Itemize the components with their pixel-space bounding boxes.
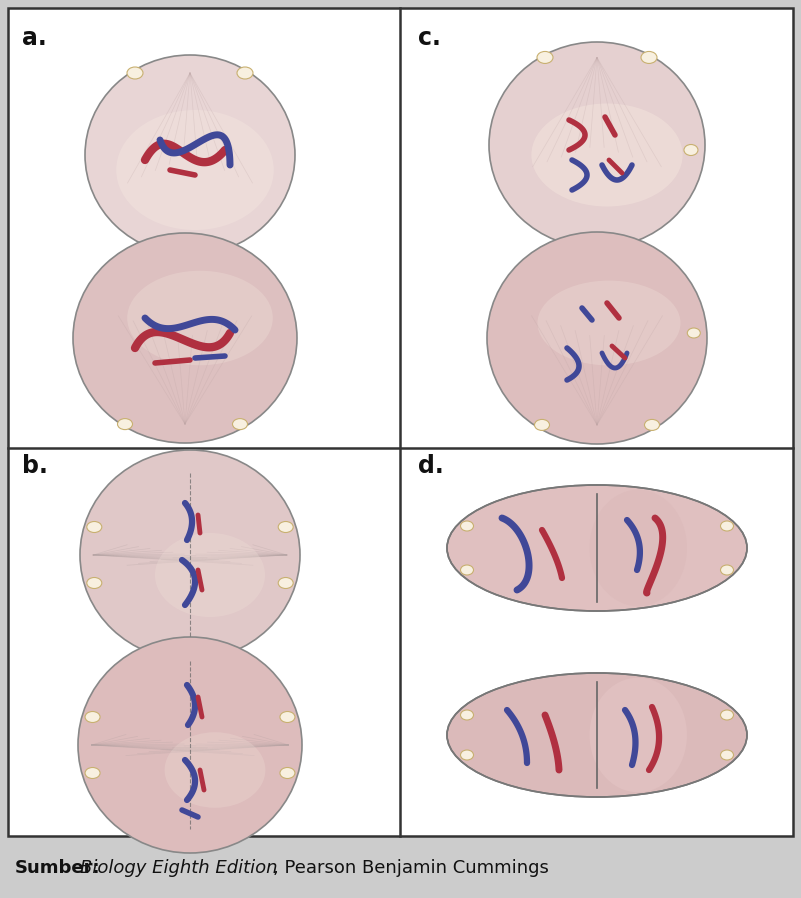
Ellipse shape	[78, 637, 302, 853]
Ellipse shape	[116, 110, 274, 230]
Ellipse shape	[590, 678, 687, 792]
Ellipse shape	[461, 710, 473, 720]
Ellipse shape	[489, 42, 705, 248]
Ellipse shape	[85, 55, 295, 255]
Ellipse shape	[164, 732, 265, 808]
Ellipse shape	[507, 489, 605, 606]
Ellipse shape	[237, 67, 253, 79]
Ellipse shape	[127, 271, 273, 365]
Text: b.: b.	[22, 454, 48, 478]
Ellipse shape	[721, 710, 734, 720]
Ellipse shape	[73, 233, 297, 443]
Ellipse shape	[641, 51, 657, 64]
Ellipse shape	[461, 750, 473, 760]
Ellipse shape	[534, 419, 549, 430]
Ellipse shape	[447, 485, 747, 611]
Ellipse shape	[87, 522, 102, 533]
Ellipse shape	[278, 577, 293, 588]
Ellipse shape	[118, 418, 132, 429]
Ellipse shape	[684, 145, 698, 155]
Text: Sumber:: Sumber:	[15, 859, 101, 877]
Ellipse shape	[85, 768, 100, 779]
Ellipse shape	[280, 768, 295, 779]
Ellipse shape	[447, 673, 747, 797]
Text: Biology Eighth Edition: Biology Eighth Edition	[80, 859, 277, 877]
Ellipse shape	[507, 678, 605, 792]
Ellipse shape	[80, 450, 300, 660]
Ellipse shape	[687, 328, 700, 338]
Ellipse shape	[461, 565, 473, 575]
Ellipse shape	[280, 711, 295, 723]
Ellipse shape	[232, 418, 248, 429]
Ellipse shape	[87, 577, 102, 588]
Ellipse shape	[537, 280, 681, 365]
Ellipse shape	[721, 565, 734, 575]
Text: , Pearson Benjamin Cummings: , Pearson Benjamin Cummings	[273, 859, 549, 877]
Text: c.: c.	[418, 26, 441, 50]
Ellipse shape	[461, 521, 473, 531]
Ellipse shape	[721, 750, 734, 760]
Ellipse shape	[85, 711, 100, 723]
Ellipse shape	[590, 489, 687, 606]
Ellipse shape	[721, 521, 734, 531]
Ellipse shape	[278, 522, 293, 533]
Ellipse shape	[531, 103, 682, 207]
Ellipse shape	[537, 51, 553, 64]
Text: d.: d.	[418, 454, 444, 478]
Ellipse shape	[155, 533, 265, 617]
Ellipse shape	[645, 419, 659, 430]
Ellipse shape	[487, 232, 707, 444]
Ellipse shape	[127, 67, 143, 79]
Text: a.: a.	[22, 26, 46, 50]
